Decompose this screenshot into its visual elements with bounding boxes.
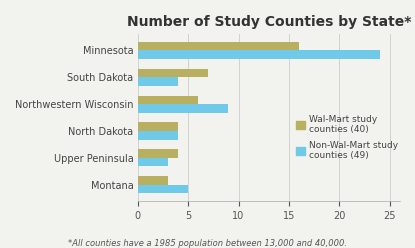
Bar [138, 123, 178, 131]
Bar [138, 95, 198, 104]
Bar [138, 51, 380, 59]
Bar [138, 149, 178, 158]
Bar [138, 158, 168, 166]
Text: *All counties have a 1985 population between 13,000 and 40,000.: *All counties have a 1985 population bet… [68, 239, 347, 248]
Legend: Wal-Mart study
counties (40), Non-Wal-Mart study
counties (49): Wal-Mart study counties (40), Non-Wal-Ma… [296, 115, 398, 160]
Bar [138, 69, 208, 77]
Title: Number of Study Counties by State*: Number of Study Counties by State* [127, 15, 411, 29]
Bar [138, 77, 178, 86]
Bar [138, 131, 178, 140]
Bar [138, 185, 188, 193]
Bar [138, 104, 229, 113]
Bar [138, 42, 299, 51]
Bar [138, 176, 168, 185]
